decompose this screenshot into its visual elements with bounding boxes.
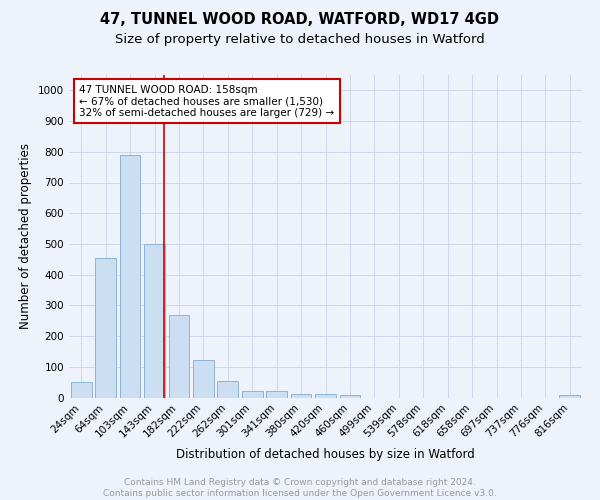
- Bar: [95, 258, 116, 398]
- Bar: [266, 390, 287, 398]
- Bar: [315, 394, 336, 398]
- Bar: [119, 155, 140, 398]
- Text: Contains HM Land Registry data © Crown copyright and database right 2024.
Contai: Contains HM Land Registry data © Crown c…: [103, 478, 497, 498]
- Bar: [217, 380, 238, 398]
- Bar: [242, 390, 263, 398]
- Bar: [559, 395, 580, 398]
- Bar: [193, 360, 214, 398]
- Bar: [340, 395, 361, 398]
- Text: 47, TUNNEL WOOD ROAD, WATFORD, WD17 4GD: 47, TUNNEL WOOD ROAD, WATFORD, WD17 4GD: [101, 12, 499, 28]
- Bar: [144, 244, 165, 398]
- Bar: [169, 314, 190, 398]
- Bar: [71, 382, 92, 398]
- Text: 47 TUNNEL WOOD ROAD: 158sqm
← 67% of detached houses are smaller (1,530)
32% of : 47 TUNNEL WOOD ROAD: 158sqm ← 67% of det…: [79, 84, 334, 118]
- Y-axis label: Number of detached properties: Number of detached properties: [19, 143, 32, 329]
- Bar: [290, 394, 311, 398]
- Text: Size of property relative to detached houses in Watford: Size of property relative to detached ho…: [115, 32, 485, 46]
- X-axis label: Distribution of detached houses by size in Watford: Distribution of detached houses by size …: [176, 448, 475, 460]
